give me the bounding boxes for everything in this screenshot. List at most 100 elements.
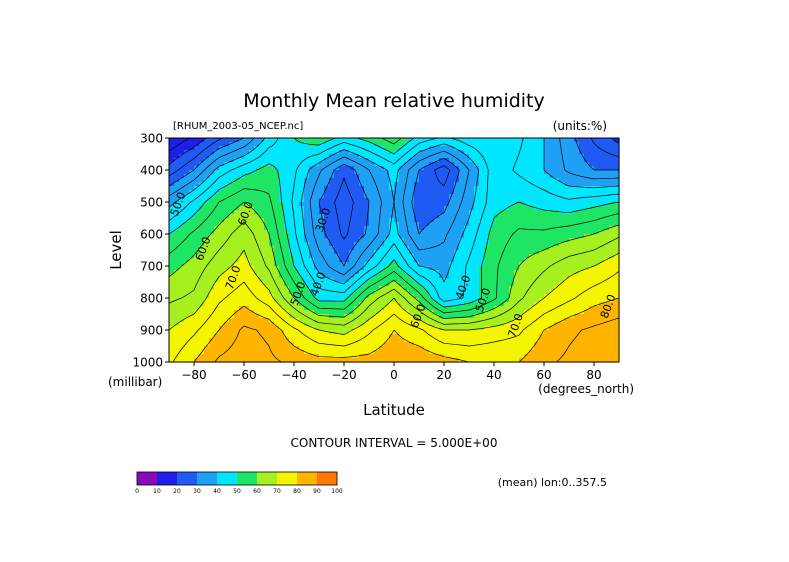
contour-cell bbox=[259, 330, 265, 335]
contour-cell bbox=[194, 258, 200, 263]
contour-cell bbox=[289, 294, 295, 299]
contour-cell bbox=[464, 218, 470, 223]
contour-cell bbox=[344, 346, 350, 351]
contour-cell bbox=[374, 222, 380, 227]
contour-cell bbox=[454, 186, 460, 191]
contour-cell bbox=[389, 306, 395, 311]
contour-cell bbox=[434, 262, 440, 267]
contour-cell bbox=[444, 282, 450, 287]
contour-cell bbox=[294, 322, 300, 327]
contour-cell bbox=[364, 210, 370, 215]
contour-cell bbox=[229, 226, 235, 231]
contour-cell bbox=[544, 234, 550, 239]
contour-cell bbox=[274, 354, 280, 359]
contour-cell bbox=[569, 234, 575, 239]
contour-cell bbox=[504, 318, 510, 323]
contour-cell bbox=[169, 306, 175, 311]
contour-cell bbox=[379, 138, 385, 143]
contour-cell bbox=[544, 190, 550, 195]
contour-cell bbox=[394, 306, 400, 311]
contour-cell bbox=[544, 246, 550, 251]
contour-cell bbox=[419, 242, 425, 247]
contour-cell bbox=[284, 242, 290, 247]
contour-cell bbox=[214, 230, 220, 235]
contour-cell bbox=[249, 210, 255, 215]
contour-cell bbox=[419, 270, 425, 275]
contour-cell bbox=[224, 214, 230, 219]
contour-cell bbox=[409, 326, 415, 331]
contour-cell bbox=[189, 198, 195, 203]
contour-cell bbox=[579, 182, 585, 187]
contour-cell bbox=[404, 210, 410, 215]
contour-cell bbox=[599, 262, 605, 267]
contour-cell bbox=[499, 154, 505, 159]
contour-cell bbox=[529, 242, 535, 247]
contour-cell bbox=[544, 290, 550, 295]
contour-cell bbox=[404, 170, 410, 175]
contour-cell bbox=[534, 310, 540, 315]
contour-cell bbox=[369, 334, 375, 339]
contour-cell bbox=[599, 170, 605, 175]
contour-cell bbox=[529, 342, 535, 347]
contour-cell bbox=[514, 202, 520, 207]
contour-cell bbox=[334, 142, 340, 147]
contour-cell bbox=[319, 274, 325, 279]
contour-cell bbox=[564, 174, 570, 179]
contour-cell bbox=[359, 186, 365, 191]
contour-cell bbox=[489, 150, 495, 155]
contour-cell bbox=[224, 258, 230, 263]
contour-cell bbox=[469, 142, 475, 147]
contour-cell bbox=[204, 342, 210, 347]
contour-cell bbox=[359, 330, 365, 335]
contour-cell bbox=[414, 198, 420, 203]
contour-cell bbox=[239, 294, 245, 299]
contour-cell bbox=[429, 230, 435, 235]
contour-cell bbox=[179, 282, 185, 287]
contour-cell bbox=[319, 154, 325, 159]
contour-cell bbox=[374, 138, 380, 143]
contour-cell bbox=[589, 186, 595, 191]
contour-cell bbox=[309, 294, 315, 299]
contour-cell bbox=[599, 346, 605, 351]
contour-cell bbox=[369, 318, 375, 323]
contour-cell bbox=[534, 334, 540, 339]
contour-cell bbox=[264, 138, 270, 143]
contour-cell bbox=[549, 354, 555, 359]
contour-cell bbox=[179, 150, 185, 155]
contour-cell bbox=[319, 358, 325, 363]
contour-cell bbox=[369, 298, 375, 303]
contour-cell bbox=[319, 354, 325, 359]
contour-cell bbox=[384, 218, 390, 223]
contour-cell bbox=[569, 338, 575, 343]
contour-cell bbox=[594, 266, 600, 271]
contour-cell bbox=[394, 270, 400, 275]
contour-cell bbox=[389, 154, 395, 159]
contour-cell bbox=[364, 254, 370, 259]
contour-cell bbox=[284, 342, 290, 347]
contour-cell bbox=[564, 186, 570, 191]
contour-cell bbox=[529, 290, 535, 295]
contour-cell bbox=[259, 142, 265, 147]
contour-cell bbox=[389, 142, 395, 147]
contour-cell bbox=[609, 330, 615, 335]
contour-cell bbox=[339, 294, 345, 299]
contour-cell bbox=[519, 250, 525, 255]
contour-cell bbox=[559, 178, 565, 183]
contour-cell bbox=[439, 290, 445, 295]
contour-cell bbox=[259, 238, 265, 243]
contour-cell bbox=[244, 258, 250, 263]
contour-cell bbox=[459, 170, 465, 175]
contour-cell bbox=[499, 330, 505, 335]
contour-cell bbox=[609, 354, 615, 359]
contour-cell bbox=[244, 342, 250, 347]
contour-cell bbox=[369, 338, 375, 343]
contour-cell bbox=[179, 138, 185, 143]
contour-cell bbox=[344, 290, 350, 295]
contour-cell bbox=[384, 302, 390, 307]
contour-cell bbox=[519, 198, 525, 203]
contour-cell bbox=[304, 206, 310, 211]
contour-cell bbox=[384, 270, 390, 275]
contour-cell bbox=[489, 302, 495, 307]
contour-cell bbox=[389, 278, 395, 283]
contour-cell bbox=[584, 150, 590, 155]
